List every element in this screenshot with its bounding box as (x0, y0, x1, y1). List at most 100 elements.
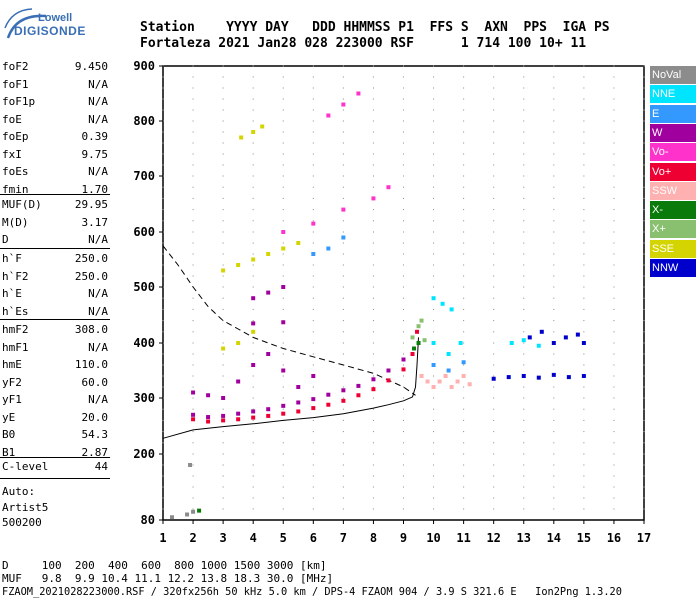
param-row: foE N/A (2, 113, 108, 130)
grid-dot (553, 453, 555, 455)
grid-dot (493, 453, 495, 455)
grid-dot (463, 186, 465, 188)
grid-dot (312, 131, 314, 133)
grid-dot (583, 331, 585, 333)
grid-dot (613, 342, 615, 344)
grid-dot (342, 231, 344, 233)
data-point (251, 321, 256, 326)
grid-dot (613, 364, 615, 366)
grid-dot (192, 353, 194, 355)
data-point (266, 352, 271, 356)
grid-dot (583, 153, 585, 155)
grid-dot (222, 486, 224, 488)
grid-dot (433, 153, 435, 155)
param-row: foEs N/A (2, 165, 108, 182)
grid-dot (523, 197, 525, 199)
data-point (326, 113, 331, 118)
param-separator (0, 478, 110, 479)
x-tick-label: 11 (456, 531, 470, 545)
param-value: N/A (88, 165, 108, 178)
grid-dot (403, 364, 404, 366)
grid-dot (162, 87, 164, 89)
grid-dot (613, 164, 615, 166)
grid-dot (372, 231, 374, 233)
data-point (431, 363, 436, 367)
grid-dot (162, 142, 164, 144)
header-row-labels: Station YYYY DAY DDD HHMMSS P1 FFS S AXN… (140, 20, 610, 35)
data-point (221, 268, 226, 273)
legend-item: X- (650, 201, 696, 220)
grid-dot (643, 508, 645, 510)
grid-dot (403, 331, 404, 333)
grid-dot (162, 109, 164, 111)
grid-dot (192, 386, 194, 388)
data-point (221, 396, 226, 400)
grid-dot (523, 131, 525, 133)
grid-dot (252, 475, 254, 477)
grid-dot (433, 231, 435, 233)
grid-dot (222, 87, 224, 89)
grid-dot (583, 419, 585, 421)
param-value: N/A (88, 112, 108, 126)
grid-dot (372, 186, 374, 188)
grid-dot (252, 308, 254, 310)
grid-dot (342, 286, 344, 288)
grid-dot (252, 320, 254, 322)
grid-dot (643, 431, 645, 433)
data-point (386, 368, 391, 373)
grid-dot (433, 87, 435, 89)
grid-dot (643, 464, 645, 466)
grid-dot (162, 353, 164, 355)
grid-dot (643, 131, 645, 133)
grid-dot (222, 497, 224, 499)
grid-dot (192, 197, 194, 199)
grid-dot (643, 87, 645, 89)
grid-dot (403, 220, 404, 222)
grid-dot (403, 464, 404, 466)
grid-dot (583, 397, 585, 399)
grid-dot (643, 297, 645, 299)
grid-dot (403, 342, 404, 344)
data-point (296, 409, 301, 414)
grid-dot (523, 87, 525, 89)
grid-dot (643, 419, 645, 421)
x-tick-label: 17 (637, 531, 651, 545)
grid-dot (493, 153, 495, 155)
grid-dot (403, 408, 404, 410)
grid-dot (433, 508, 435, 510)
grid-dot (372, 65, 374, 67)
data-point (401, 367, 406, 372)
param-separator (0, 457, 110, 458)
grid-dot (583, 508, 585, 510)
grid-dot (643, 475, 645, 477)
grid-dot (493, 397, 495, 399)
grid-dot (553, 76, 555, 78)
data-point (260, 124, 265, 129)
grid-dot (463, 308, 465, 310)
grid-dot (282, 109, 284, 111)
data-point (341, 388, 346, 393)
grid-dot (162, 308, 164, 310)
data-point (412, 346, 417, 351)
grid-dot (553, 297, 555, 299)
grid-dot (553, 486, 555, 488)
grid-dot (162, 220, 164, 222)
grid-dot (553, 286, 555, 288)
grid-dot (523, 286, 525, 288)
grid-dot (463, 353, 465, 355)
grid-dot (222, 65, 224, 67)
grid-dot (643, 497, 645, 499)
grid-dot (523, 508, 525, 510)
param-value: 0.39 (81, 130, 109, 143)
data-point (266, 290, 271, 295)
grid-dot (312, 153, 314, 155)
grid-dot (463, 297, 465, 299)
grid-dot (433, 98, 435, 100)
legend-item: NNW (650, 259, 696, 277)
grid-dot (613, 197, 615, 199)
grid-dot (342, 142, 344, 144)
grid-dot (433, 375, 435, 377)
grid-dot (282, 508, 284, 510)
grid-dot (433, 397, 435, 399)
